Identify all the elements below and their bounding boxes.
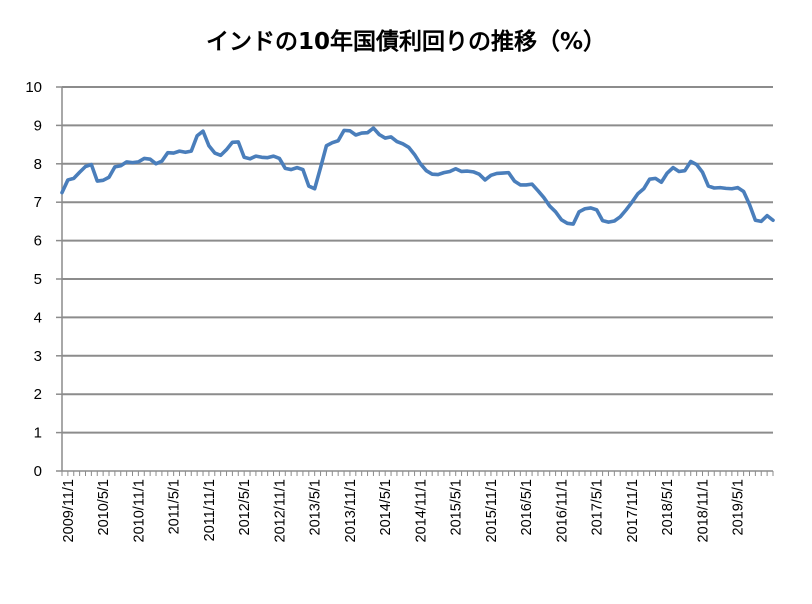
ytick-label-4: 4 xyxy=(34,309,42,326)
x-tick-labels: 2009/11/1 2010/5/1 2010/11/1 2011/5/1 2011/1… xyxy=(61,479,747,542)
xtick-label-0: 2009/11/1 xyxy=(61,479,77,542)
xtick-label-9: 2014/5/1 xyxy=(378,479,394,535)
ytick-label-6: 6 xyxy=(34,233,42,250)
chart-title: インドの10年国債利回りの推移（%） xyxy=(205,29,607,55)
y-tick-labels: 0 1 2 3 4 5 6 7 8 9 10 xyxy=(25,79,42,480)
series-line-0 xyxy=(60,126,775,226)
xtick-label-15: 2017/5/1 xyxy=(590,479,606,535)
xtick-label-1: 2010/5/1 xyxy=(96,479,112,535)
series-layer xyxy=(60,126,775,226)
xtick-label-13: 2016/5/1 xyxy=(519,479,535,535)
ytick-label-2: 2 xyxy=(34,386,42,403)
xtick-label-6: 2012/11/1 xyxy=(272,479,288,542)
xtick-label-14: 2016/11/1 xyxy=(554,479,570,542)
xtick-label-18: 2018/11/1 xyxy=(695,479,711,542)
xtick-label-5: 2012/5/1 xyxy=(237,479,253,535)
xtick-label-16: 2017/11/1 xyxy=(625,479,641,542)
xtick-label-7: 2013/5/1 xyxy=(308,479,324,535)
xtick-label-2: 2010/11/1 xyxy=(131,479,147,542)
xtick-label-8: 2013/11/1 xyxy=(343,479,359,542)
xtick-label-3: 2011/5/1 xyxy=(167,479,183,534)
ytick-label-8: 8 xyxy=(34,156,42,173)
xtick-label-19: 2019/5/1 xyxy=(731,479,747,535)
xtick-label-11: 2015/5/1 xyxy=(449,479,465,535)
ytick-label-9: 9 xyxy=(34,117,42,134)
ytick-label-10: 10 xyxy=(25,79,42,96)
xtick-label-4: 2011/11/1 xyxy=(202,479,218,541)
ytick-label-3: 3 xyxy=(34,348,42,365)
axes xyxy=(56,86,774,476)
ytick-label-1: 1 xyxy=(34,425,42,442)
ytick-label-5: 5 xyxy=(34,271,42,288)
gridlines xyxy=(62,86,773,434)
ytick-label-0: 0 xyxy=(34,463,42,480)
xtick-label-17: 2018/5/1 xyxy=(660,479,676,535)
ytick-label-7: 7 xyxy=(34,194,42,211)
xtick-label-10: 2014/11/1 xyxy=(413,479,429,542)
xtick-label-12: 2015/11/1 xyxy=(484,479,500,542)
